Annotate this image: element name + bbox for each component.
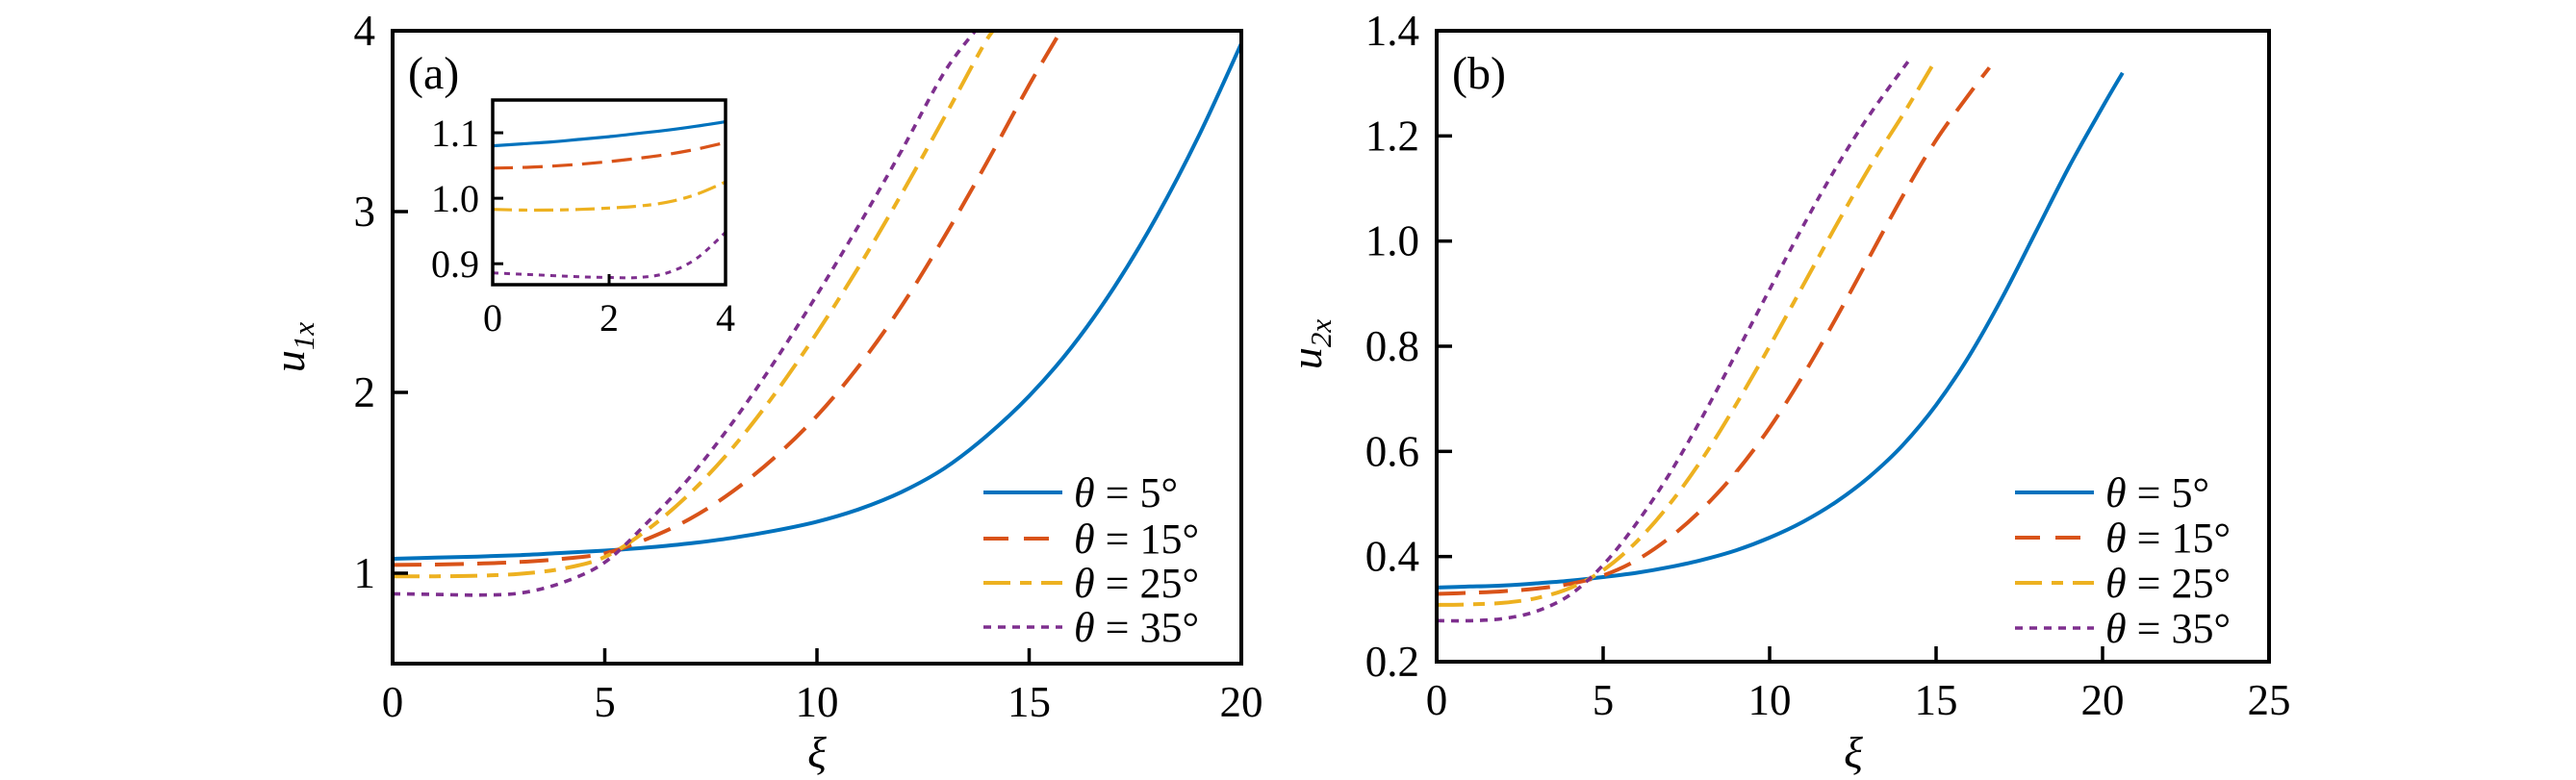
inset-x-tick-label: 2 [599, 296, 619, 340]
panel-label-b: (b) [1452, 48, 1506, 99]
curve-theta-35-a [393, 31, 978, 597]
legend-item-label: θ = 5° [2105, 469, 2209, 516]
legend-value-text: = 5° [2127, 469, 2209, 516]
legend-item-label: θ = 35° [1074, 604, 1199, 651]
curves-a [393, 31, 1241, 597]
y-axis-label: u2x [1282, 319, 1338, 370]
legend-value-text: = 35° [1095, 604, 1199, 651]
inset-y-tick-label: 0.9 [431, 242, 479, 286]
legend-theta-symbol: θ [2105, 515, 2127, 562]
y-tick-label: 1.0 [1365, 217, 1419, 265]
curve-theta-5-b [1437, 71, 2125, 590]
x-tick-label: 10 [1748, 676, 1792, 724]
x-tick-label: 10 [796, 678, 839, 726]
legend-theta-symbol: θ [1074, 604, 1095, 651]
y-tick-label: 1.2 [1365, 112, 1419, 160]
legend-value-text: = 15° [1095, 516, 1199, 563]
y-tick-label: 4 [354, 7, 376, 55]
y-axis-label-subscript: 2x [1304, 319, 1338, 348]
curve-inset-theta-25 [493, 180, 726, 213]
y-tick-label: 2 [354, 368, 376, 416]
legend-theta-symbol: θ [1074, 516, 1095, 563]
x-tick-label: 15 [1915, 676, 1958, 724]
legend-item-label: θ = 25° [2105, 560, 2231, 607]
inset-y-tick-label: 1.0 [431, 177, 479, 220]
x-tick-label: 5 [594, 678, 616, 726]
curve-theta-35-b [1437, 59, 1911, 623]
legend-item-label: θ = 25° [1074, 560, 1199, 607]
legend-value-text: = 25° [2127, 560, 2231, 607]
legend-theta-symbol: θ [1074, 560, 1095, 607]
inset-x-tick-label: 4 [716, 296, 735, 340]
inset-plot: 0 2 4 0.9 1.0 1.1 [431, 96, 735, 340]
y-axis-label: u1x [265, 322, 320, 373]
legend-a: θ = 5°θ = 15°θ = 25°θ = 35° [983, 469, 1199, 651]
x-axis-label: ξ [1844, 728, 1863, 777]
legend-item-label: θ = 15° [2105, 515, 2231, 562]
panel-b: 0 5 10 15 20 25 0.2 0.4 0.6 0.8 1.0 1.2 1.4 ξ u2x (b) θ … [1282, 7, 2291, 777]
y-tick-label: 1 [354, 549, 376, 597]
curves-b [1437, 59, 2125, 623]
x-tick-label: 25 [2248, 676, 2291, 724]
y-tick-label: 0.8 [1365, 322, 1419, 370]
legend-item-label: θ = 15° [1074, 516, 1199, 563]
inset-x-tick-label: 0 [483, 296, 502, 340]
legend-item-label: θ = 5° [1074, 469, 1178, 516]
legend-item-label: θ = 35° [2105, 605, 2231, 652]
x-tick-label: 5 [1593, 676, 1615, 724]
curve-theta-15-a [393, 31, 1063, 567]
curve-theta-15-b [1437, 66, 1991, 596]
curve-theta-5-a [393, 42, 1241, 561]
inset-background [489, 96, 729, 289]
legend-theta-symbol: θ [2105, 605, 2127, 652]
y-axis-label-subscript: 1x [287, 322, 320, 351]
y-tick-label: 0.2 [1365, 638, 1419, 686]
legend-theta-symbol: θ [2105, 469, 2127, 516]
y-axis-label-base: u [265, 350, 314, 372]
panel-label-a: (a) [408, 48, 459, 99]
legend-value-text: = 35° [2127, 605, 2231, 652]
y-tick-label: 3 [354, 188, 376, 236]
legend-value-text: = 5° [1095, 469, 1178, 516]
legend-value-text: = 15° [2127, 515, 2231, 562]
legend-b: θ = 5°θ = 15°θ = 25°θ = 35° [2015, 469, 2231, 652]
legend-value-text: = 25° [1095, 560, 1199, 607]
y-tick-label: 0.4 [1365, 533, 1419, 581]
y-axis-label-base: u [1282, 347, 1331, 369]
curve-inset-theta-15 [493, 140, 726, 170]
x-tick-label: 0 [382, 678, 404, 726]
x-tick-label: 0 [1426, 676, 1448, 724]
x-tick-label: 20 [1220, 678, 1263, 726]
legend-theta-symbol: θ [2105, 560, 2127, 607]
y-tick-label: 1.4 [1365, 7, 1419, 55]
inset-y-tick-label: 1.1 [431, 112, 479, 155]
x-tick-label: 20 [2081, 676, 2125, 724]
x-tick-label: 15 [1007, 678, 1051, 726]
x-axis-label: ξ [807, 728, 827, 777]
curve-theta-25-a [393, 31, 997, 579]
curve-inset-theta-5 [493, 119, 726, 148]
legend-theta-symbol: θ [1074, 469, 1095, 516]
y-tick-label: 0.6 [1365, 427, 1419, 475]
